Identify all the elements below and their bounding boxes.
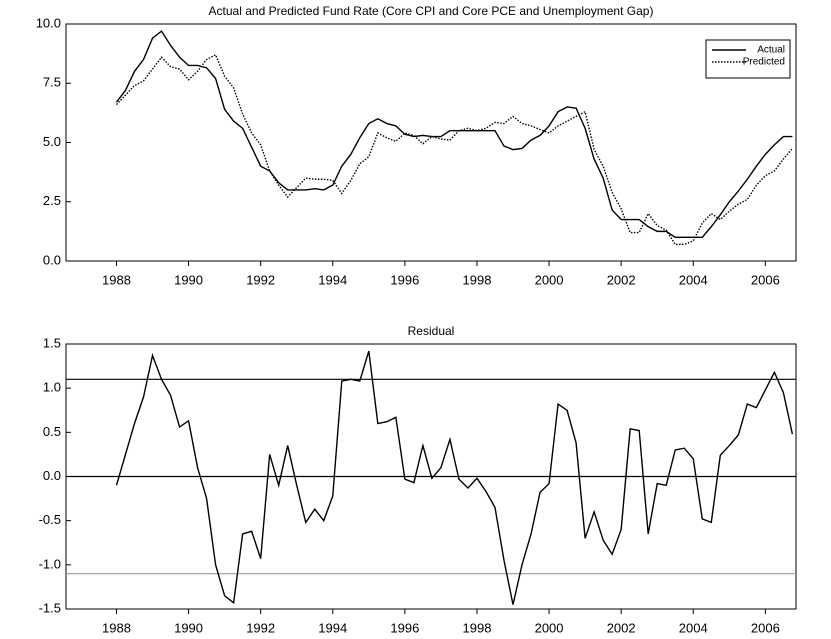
- x-tick-label: 1988: [102, 272, 131, 287]
- x-tick-label: 1994: [318, 272, 347, 287]
- data-line: [115, 350, 794, 605]
- data-line: [115, 30, 793, 238]
- y-tick-label: 10.0: [36, 15, 61, 30]
- legend-box: [705, 39, 791, 79]
- x-tick-label: 2000: [535, 272, 564, 287]
- x-tick-label: 2002: [607, 620, 636, 635]
- x-tick-label: 1996: [390, 620, 419, 635]
- x-tick-label: 1992: [246, 272, 275, 287]
- y-tick-label: 1.0: [43, 380, 61, 395]
- x-tick-label: 2004: [679, 272, 708, 287]
- chart-title: Actual and Predicted Fund Rate (Core CPI…: [209, 4, 654, 18]
- x-tick-label: 2002: [607, 272, 636, 287]
- x-tick-label: 2000: [535, 620, 564, 635]
- x-tick-label: 1994: [318, 620, 347, 635]
- y-tick-label: 0.5: [43, 424, 61, 439]
- data-line: [115, 53, 793, 246]
- x-tick-label: 2004: [679, 620, 708, 635]
- x-tick-label: 2006: [751, 620, 780, 635]
- y-tick-label: 1.5: [43, 335, 61, 350]
- x-tick-label: 1996: [390, 272, 419, 287]
- legend-label: Predicted: [743, 57, 785, 68]
- y-tick-label: -1.0: [39, 556, 61, 571]
- x-tick-label: 1988: [102, 620, 131, 635]
- chart-title: Residual: [408, 324, 455, 338]
- x-tick-label: 1998: [463, 620, 492, 635]
- y-tick-label: 0.0: [43, 468, 61, 483]
- x-tick-label: 1990: [174, 620, 203, 635]
- y-tick-label: 5.0: [43, 134, 61, 149]
- plot-frame: [65, 23, 797, 262]
- x-tick-label: 1992: [246, 620, 275, 635]
- x-tick-label: 1998: [463, 272, 492, 287]
- x-tick-label: 1990: [174, 272, 203, 287]
- legend-label: Actual: [757, 45, 785, 56]
- x-tick-label: 2006: [751, 272, 780, 287]
- y-tick-label: -1.5: [39, 600, 61, 615]
- y-tick-label: 7.5: [43, 75, 61, 90]
- y-tick-label: 2.5: [43, 193, 61, 208]
- y-tick-label: 0.0: [43, 252, 61, 267]
- y-tick-label: -0.5: [39, 512, 61, 527]
